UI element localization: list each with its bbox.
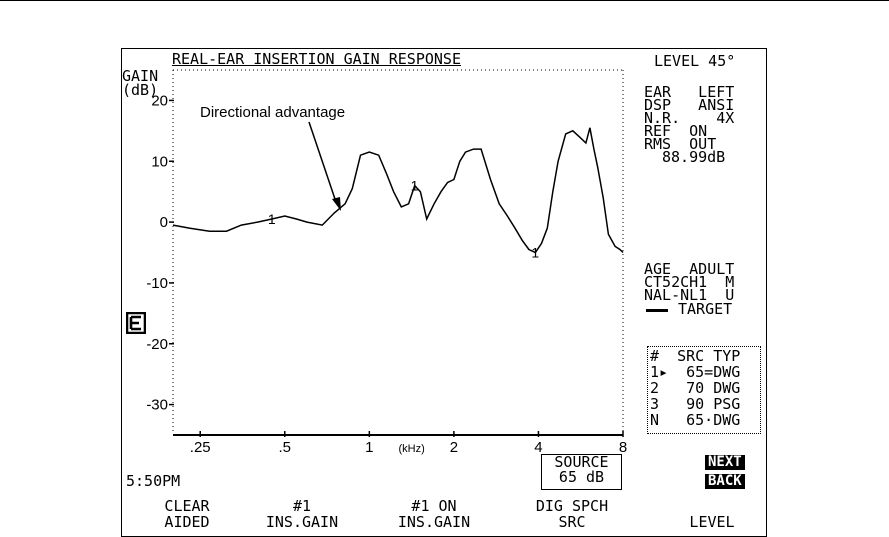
x-tick-label: .5 <box>279 439 292 456</box>
back-button[interactable]: BACK <box>705 474 745 489</box>
ins-gain-1-softkey[interactable]: #1 INS.GAIN <box>242 498 362 530</box>
curve-number-labels: 1 1 1 <box>268 178 539 261</box>
softkey-line2: LEVEL <box>689 513 735 531</box>
y-tick-label: -10 <box>146 275 168 292</box>
level-softkey[interactable]: LEVEL <box>662 498 762 530</box>
next-button[interactable]: NEXT <box>705 455 745 470</box>
table-row[interactable]: N 65·DWG <box>650 411 741 429</box>
softkey-line2: INS.GAIN <box>265 513 339 531</box>
insertion-gain-chart: 20 10 0 -10 -20 -30 .25 .5 1 2 4 8 (kHz) 1 1 1 Direct… <box>146 69 627 456</box>
level-readout: LEVEL 45° <box>654 52 736 70</box>
x-ticks: .25 .5 1 2 4 8 (kHz) <box>190 431 627 456</box>
y-tick-label: 10 <box>151 153 168 170</box>
table-row[interactable]: 1▸ 65=DWG <box>650 363 741 381</box>
target-legend-swatch <box>646 309 668 312</box>
annotation-arrowhead <box>332 197 341 211</box>
rms-value: 88.99dB <box>662 148 726 166</box>
top-rule <box>0 0 889 1</box>
softkey-line1: #1 <box>292 497 312 515</box>
y-axis-label: GAIN (dB) <box>122 67 159 99</box>
table-header: # SRC TYP <box>650 347 741 365</box>
series-1-line <box>172 127 624 254</box>
source-value: 65 dB <box>558 468 605 486</box>
x-tick-label: .25 <box>190 439 211 456</box>
curve-number-label: 1 <box>268 211 276 227</box>
x-tick-label: 1 <box>365 439 373 456</box>
fitting-formula-setting: NAL-NL1 U <box>644 286 735 304</box>
rms-setting: RMS OUT <box>644 135 717 153</box>
analyzer-screen: REAL-EAR INSERTION GAIN RESPONSE LEVEL 4… <box>121 48 767 537</box>
f-key-icon <box>126 312 146 334</box>
softkey-line1: #1 ON <box>411 497 457 515</box>
clear-aided-softkey[interactable]: CLEAR AIDED <box>132 498 242 530</box>
ear-setting: EAR LEFT <box>644 83 735 101</box>
softkey-line1: CLEAR <box>164 497 210 515</box>
noise-reduction-setting: N.R. 4X <box>644 109 735 127</box>
coupler-setting: CT52CH1 M <box>644 273 735 291</box>
softkey-line1: DIG SPCH <box>535 497 609 515</box>
source-level-box: SOURCE 65 dB <box>541 454 622 490</box>
annotation-arrow-line <box>308 121 337 203</box>
y-tick-label: 0 <box>160 214 168 231</box>
x-tick-label: 4 <box>534 439 542 456</box>
softkey-line2: AIDED <box>164 513 210 531</box>
y-tick-label: 20 <box>151 92 168 109</box>
annotation-text: Directional advantage <box>200 104 345 121</box>
curve-number-label: 1 <box>531 245 539 261</box>
age-setting: AGE ADULT <box>644 260 735 278</box>
digital-speech-source-softkey[interactable]: DIG SPCH SRC <box>512 498 632 530</box>
x-tick-label: 2 <box>450 439 458 456</box>
source-label: SOURCE <box>554 453 609 471</box>
curve-source-table: # SRC TYP 1▸ 65=DWG 2 70 DWG 3 90 PSG N … <box>647 346 761 434</box>
curve-number-label: 1 <box>411 178 419 194</box>
ins-gain-1-on-softkey[interactable]: #1 ON INS.GAIN <box>374 498 494 530</box>
x-axis-unit-label: (kHz) <box>398 443 424 455</box>
y-axis-label-line1: GAIN <box>122 67 159 85</box>
target-legend-label: TARGET <box>678 300 733 318</box>
softkey-line2: SRC <box>558 513 586 531</box>
softkey-line2: INS.GAIN <box>397 513 471 531</box>
x-tick-label: 8 <box>619 439 627 456</box>
y-ticks: 20 10 0 -10 -20 -30 <box>146 92 174 414</box>
clock-time: 5:50PM <box>126 472 181 490</box>
table-row[interactable]: 3 90 PSG <box>650 395 741 413</box>
y-tick-label: -30 <box>146 397 168 414</box>
table-row[interactable]: 2 70 DWG <box>650 379 741 397</box>
dsp-setting: DSP ANSI <box>644 96 735 114</box>
y-axis-label-line2: (dB) <box>122 81 159 99</box>
ref-setting: REF ON <box>644 122 708 140</box>
y-tick-label: -20 <box>146 336 168 353</box>
screen-title: REAL-EAR INSERTION GAIN RESPONSE <box>172 50 461 68</box>
